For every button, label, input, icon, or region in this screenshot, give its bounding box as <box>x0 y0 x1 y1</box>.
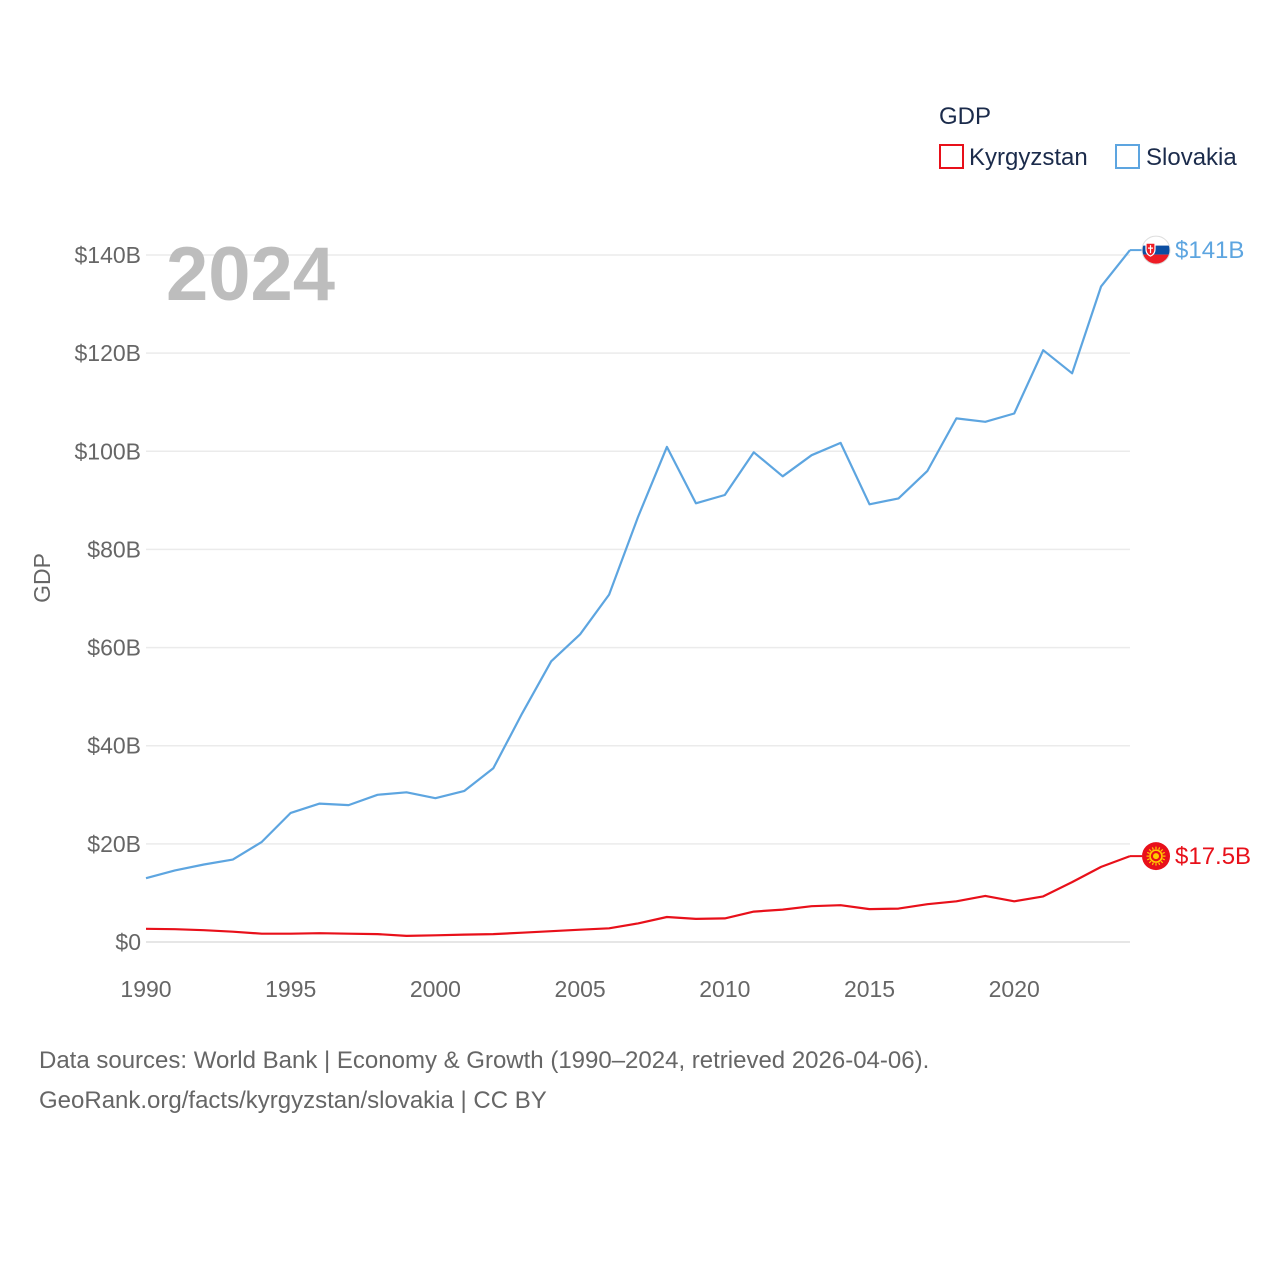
kyrgyzstan-flag-icon <box>1142 842 1170 871</box>
x-tick-label: 2005 <box>555 976 606 1002</box>
x-tick-label: 1995 <box>265 976 316 1002</box>
end-value-label-kyrgyzstan: $17.5B <box>1175 843 1251 870</box>
legend-label-slovakia: Slovakia <box>1146 144 1237 171</box>
slovakia-flag-icon <box>1141 235 1171 265</box>
end-value-label-slovakia: $141B <box>1175 237 1244 264</box>
year-label: 2024 <box>166 232 335 317</box>
y-axis-title: GDP <box>29 553 55 603</box>
y-tick-label: $40B <box>87 733 141 759</box>
y-tick-label: $140B <box>74 242 141 268</box>
legend-label-kyrgyzstan: Kyrgyzstan <box>969 144 1088 171</box>
gridlines <box>146 254 1130 943</box>
source-line-1: Data sources: World Bank | Economy & Gro… <box>39 1047 929 1074</box>
x-tick-label: 2010 <box>699 976 750 1002</box>
y-tick-label: $60B <box>87 635 141 661</box>
series-lines <box>145 249 1131 938</box>
y-tick-label: $120B <box>74 340 141 366</box>
y-tick-label: $100B <box>74 438 141 464</box>
y-tick-label: $20B <box>87 831 141 857</box>
series-end-markers: $17.5B $141B <box>1130 235 1251 871</box>
source-line-2[interactable]: GeoRank.org/facts/kyrgyzstan/slovakia | … <box>39 1087 547 1114</box>
legend-item-kyrgyzstan[interactable]: Kyrgyzstan <box>939 144 1088 171</box>
series-line-slovakia <box>145 249 1131 880</box>
legend: GDP Kyrgyzstan Slovakia <box>939 103 1237 171</box>
x-tick-label: 1990 <box>120 976 171 1002</box>
legend-title: GDP <box>939 103 991 130</box>
x-tick-label: 2020 <box>989 976 1040 1002</box>
series-line-kyrgyzstan <box>145 855 1131 938</box>
legend-swatch-kyrgyzstan <box>939 144 964 169</box>
legend-swatch-slovakia <box>1115 144 1140 169</box>
x-tick-label: 2000 <box>410 976 461 1002</box>
x-tick-label: 2015 <box>844 976 895 1002</box>
legend-item-slovakia[interactable]: Slovakia <box>1115 144 1237 171</box>
x-axis-ticks: 1990 1995 2000 2005 2010 2015 2020 <box>120 976 1039 1002</box>
y-axis-ticks: $0 $20B $40B $60B $80B $100B $120B $140B <box>74 242 141 955</box>
y-tick-label: $80B <box>87 536 141 562</box>
y-tick-label: $0 <box>115 929 141 955</box>
